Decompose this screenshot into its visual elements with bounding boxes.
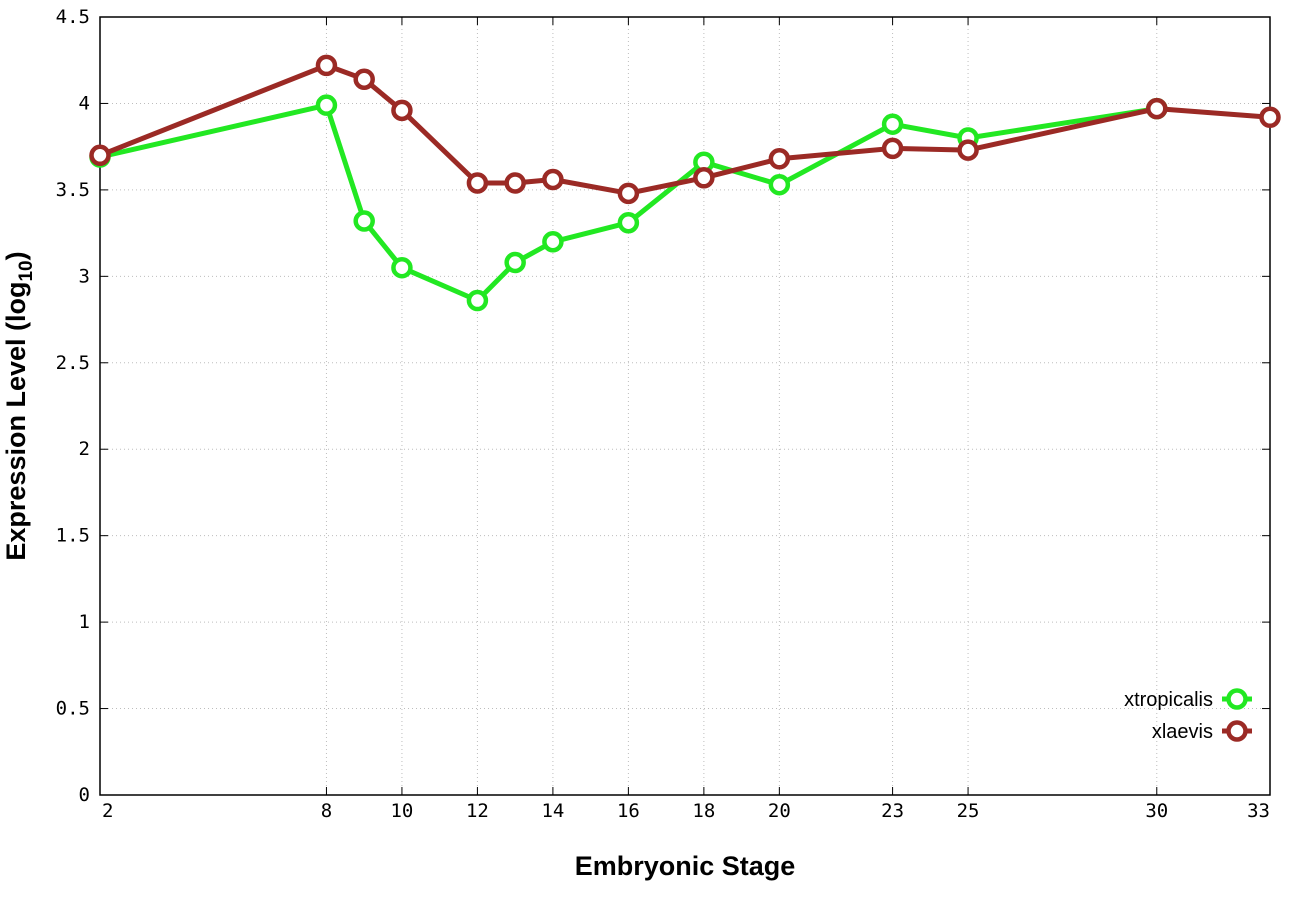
x-tick-label: 30: [1145, 800, 1168, 822]
data-point: [1259, 106, 1281, 129]
data-point: [391, 99, 413, 122]
data-point: [353, 68, 375, 90]
data-point: [693, 167, 715, 189]
series-group: [89, 54, 1281, 312]
data-point: [315, 94, 338, 116]
y-axis-title-subscript: 10: [16, 260, 37, 281]
x-tick-label: 16: [617, 800, 640, 822]
data-point: [768, 148, 791, 170]
x-tick-label: 14: [541, 800, 564, 822]
series-xlaevis: [89, 54, 1281, 205]
data-point: [542, 231, 564, 253]
data-point: [466, 289, 489, 312]
y-tick-label: 4.5: [56, 6, 90, 28]
y-axis-title-close: ): [1, 251, 31, 260]
x-tick-label: 2: [102, 800, 113, 822]
y-tick-label: 0: [79, 784, 90, 806]
x-tick-label: 25: [957, 800, 980, 822]
x-tick-label: 12: [466, 800, 489, 822]
x-tick-label: 18: [692, 800, 715, 822]
data-point: [504, 172, 526, 194]
y-tick-label: 3.5: [56, 179, 90, 201]
data-point: [466, 172, 489, 194]
legend-marker: [1226, 720, 1248, 742]
y-tick-label: 1.5: [56, 525, 90, 547]
data-point: [881, 113, 904, 135]
data-point: [768, 173, 791, 196]
series-xtropicalis: [89, 94, 1168, 312]
y-tick-label: 4: [79, 92, 90, 114]
y-tick-label: 2.5: [56, 352, 90, 374]
data-point: [1146, 97, 1168, 120]
data-point: [957, 139, 979, 161]
data-point: [89, 144, 111, 167]
y-tick-label: 1: [79, 611, 90, 633]
y-tick-label: 2: [79, 438, 90, 460]
data-point: [353, 210, 375, 232]
y-axis-title-main: Expression Level (log: [1, 282, 31, 561]
grid: [100, 17, 1270, 795]
y-axis-title: Expression Level (log10): [1, 251, 37, 560]
y-tick-label: 3: [79, 265, 90, 287]
x-tick-label: 20: [768, 800, 791, 822]
data-point: [617, 182, 640, 205]
data-point: [391, 256, 413, 279]
x-tick-label: 33: [1247, 800, 1270, 822]
data-point: [881, 137, 904, 160]
legend-label: xtropicalis: [1124, 689, 1213, 711]
legend: xtropicalis xlaevis: [1124, 688, 1252, 743]
legend-marker: [1226, 688, 1248, 710]
axis-ticks: 0 0.5 1 1.5 2 2.5 3 3.5 4 4.5 2 8 10 12 14 16 18 20 23 25 30…: [56, 6, 1271, 822]
legend-label: xlaevis: [1152, 721, 1213, 743]
plot-frame: [99, 16, 1271, 796]
data-point: [542, 168, 564, 191]
y-tick-label: 0.5: [56, 698, 90, 720]
x-axis-title: Embryonic Stage: [575, 851, 796, 881]
series-line: [99, 62, 1271, 196]
data-point: [617, 211, 640, 234]
data-point: [504, 251, 526, 274]
x-tick-label: 10: [390, 800, 413, 822]
data-point: [315, 54, 338, 77]
x-tick-label: 8: [321, 800, 332, 822]
x-tick-label: 23: [881, 800, 904, 822]
